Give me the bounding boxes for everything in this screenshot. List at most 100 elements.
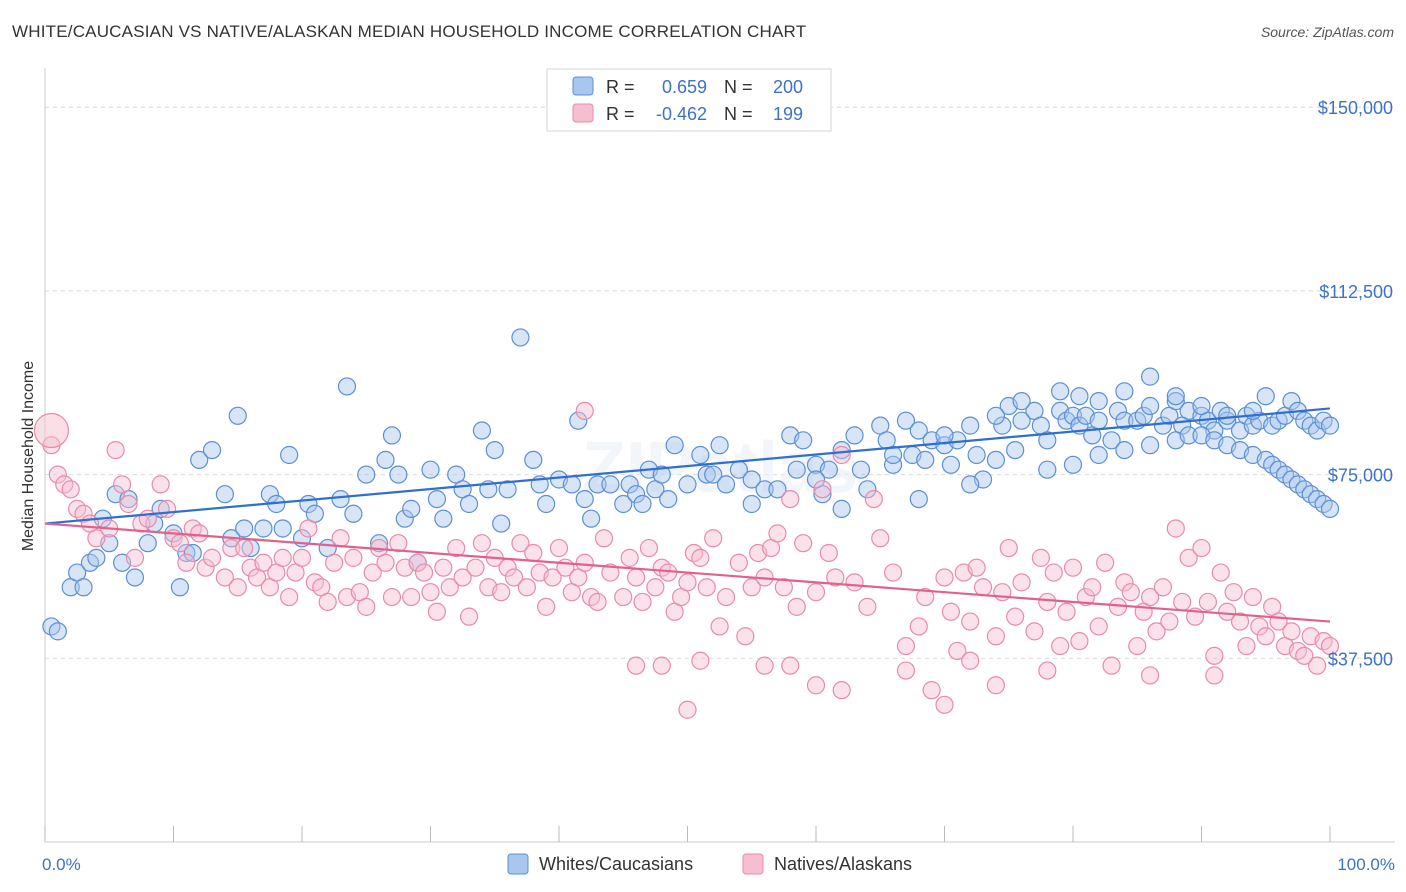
point-natives	[961, 651, 980, 670]
point-natives	[1308, 656, 1327, 675]
point-natives	[594, 529, 614, 548]
point-natives	[896, 661, 916, 680]
point-whites	[832, 441, 851, 460]
point-whites	[228, 406, 247, 425]
point-natives	[1057, 602, 1076, 621]
point-whites	[916, 450, 935, 469]
point-whites	[389, 465, 408, 484]
point-natives	[1038, 661, 1057, 680]
trend-line-whites	[44, 407, 1331, 525]
stats-n-value-whites: 200	[773, 77, 803, 97]
point-natives	[1205, 666, 1224, 685]
point-natives	[710, 617, 729, 636]
point-whites	[569, 411, 588, 430]
point-natives	[504, 568, 524, 587]
point-natives	[157, 499, 177, 518]
y-axis-title: Median Household Income	[20, 361, 37, 551]
point-whites	[626, 485, 646, 504]
point-natives	[1038, 592, 1057, 612]
point-natives	[215, 568, 234, 587]
point-whites	[125, 568, 145, 587]
series-legend: Whites/Caucasians Natives/Alaskans	[507, 853, 912, 875]
point-natives	[614, 587, 633, 607]
point-natives	[138, 509, 157, 528]
point-natives	[543, 568, 562, 587]
point-whites	[1166, 387, 1185, 406]
trend-line-natives	[44, 522, 1331, 623]
point-whites	[941, 455, 961, 474]
point-natives	[292, 548, 312, 567]
point-natives	[652, 656, 671, 675]
y-tick-label: $37,500	[1328, 649, 1393, 669]
point-whites	[851, 460, 871, 479]
point-natives	[440, 578, 459, 597]
point-natives	[376, 553, 395, 572]
stats-r-value-natives: -0.462	[656, 104, 707, 124]
y-tick-label: $112,500	[1319, 282, 1393, 302]
point-natives	[537, 597, 556, 616]
point-whites	[1006, 441, 1025, 460]
point-natives	[916, 587, 935, 607]
point-whites	[1063, 455, 1083, 474]
stats-r-label-natives: R =	[606, 104, 635, 124]
point-natives	[1083, 578, 1102, 597]
point-natives	[202, 548, 222, 567]
point-natives	[331, 529, 350, 548]
point-natives	[626, 568, 646, 587]
point-whites	[1256, 387, 1275, 406]
point-whites	[678, 475, 697, 494]
legend-label-whites: Whites/Caucasians	[539, 854, 693, 874]
point-natives	[492, 583, 511, 602]
point-natives	[511, 534, 530, 553]
legend-swatch-whites	[507, 853, 529, 875]
point-natives	[864, 489, 883, 509]
point-whites	[1102, 431, 1121, 450]
point-natives	[1140, 587, 1160, 607]
point-natives	[986, 676, 1006, 695]
point-whites	[986, 450, 1006, 469]
point-whites	[183, 543, 202, 563]
point-whites	[652, 465, 671, 484]
point-natives	[427, 602, 447, 621]
point-natives	[119, 494, 138, 514]
point-natives	[806, 676, 826, 695]
chart-title: WHITE/CAUCASIAN VS NATIVE/ALASKAN MEDIAN…	[12, 22, 807, 41]
point-natives	[832, 681, 851, 700]
point-natives	[1096, 553, 1115, 572]
point-whites	[498, 480, 517, 499]
point-natives	[691, 651, 710, 670]
stats-swatch-natives	[572, 103, 594, 123]
point-whites	[1320, 416, 1340, 435]
point-natives	[1153, 578, 1173, 597]
point-natives	[273, 548, 292, 567]
point-natives	[575, 401, 594, 421]
point-natives	[1166, 519, 1185, 538]
point-natives	[170, 534, 190, 553]
point-whites	[1166, 392, 1185, 411]
point-whites	[331, 489, 350, 509]
point-whites	[1051, 382, 1070, 401]
point-natives	[819, 543, 838, 563]
point-natives	[787, 597, 806, 616]
point-natives	[1128, 636, 1147, 656]
point-whites	[357, 465, 376, 484]
point-natives	[1237, 636, 1256, 656]
point-natives	[826, 568, 845, 587]
point-whites	[1115, 441, 1134, 460]
point-natives	[986, 627, 1006, 646]
point-whites	[421, 460, 440, 479]
point-whites	[742, 494, 761, 514]
point-natives	[961, 612, 980, 631]
point-natives	[196, 558, 215, 577]
point-natives	[344, 548, 363, 567]
point-natives	[254, 553, 273, 572]
point-whites	[1038, 460, 1057, 479]
point-natives	[1147, 622, 1166, 641]
point-whites	[659, 489, 678, 509]
point-natives	[633, 592, 652, 612]
point-whites	[691, 445, 710, 465]
point-natives	[190, 524, 209, 543]
point-natives	[434, 558, 453, 577]
point-whites	[582, 509, 601, 528]
point-natives	[382, 587, 402, 607]
